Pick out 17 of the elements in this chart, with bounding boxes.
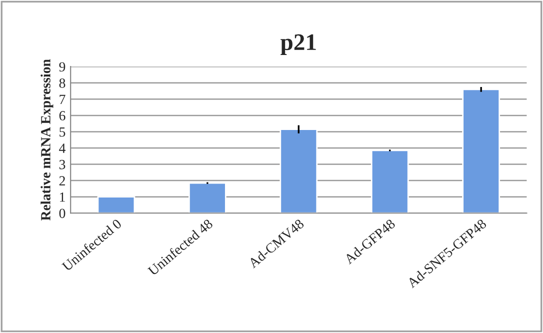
- bar: [370, 150, 409, 214]
- y-tick-label: 1: [60, 192, 65, 202]
- y-tick-label: 8: [59, 78, 66, 88]
- bar: [188, 182, 226, 214]
- bar: [280, 128, 318, 214]
- y-tick-label: 4: [59, 144, 66, 153]
- bar: [462, 88, 500, 214]
- y-tick-label: 5: [60, 127, 66, 137]
- y-tick-label: 0: [59, 208, 66, 218]
- y-tick-label: 6: [59, 111, 66, 120]
- y-tick-label: 7: [60, 94, 66, 104]
- chart-title: p21: [280, 34, 316, 55]
- y-tick-label: 9: [59, 62, 66, 72]
- y-tick-label: 2: [59, 176, 65, 186]
- bar: [97, 196, 136, 214]
- y-axis-title: Relative mRNA Expression: [40, 59, 54, 221]
- y-tick-label: 3: [59, 160, 66, 170]
